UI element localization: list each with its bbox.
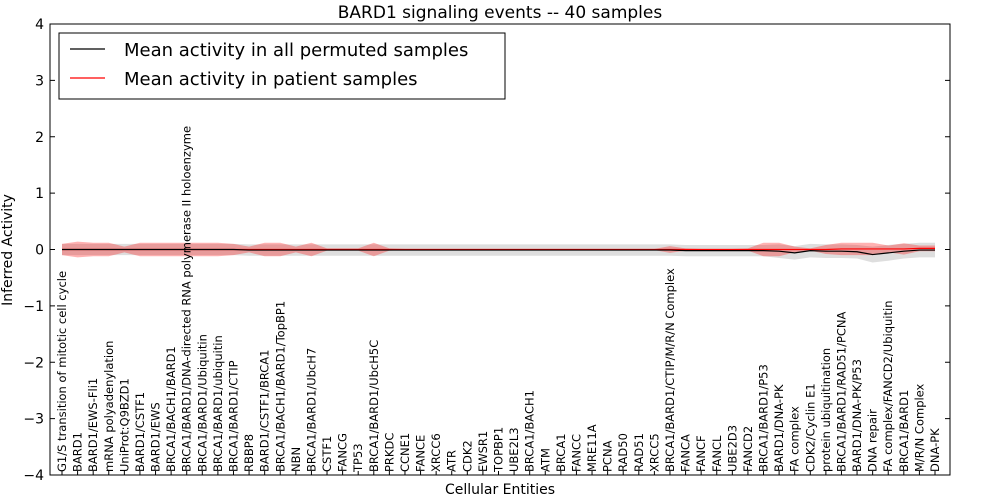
y-axis-title: Inferred Activity [0,194,16,306]
category-label: BRCA1/BARD1/CTIP/M/R/N Complex [663,268,677,472]
category-label: BRCA1 [554,433,568,472]
category-label: BRCA1/BARD1/Ubiquitin [195,334,209,472]
legend: Mean activity in all permuted samples Me… [58,32,506,100]
category-label: BRCA1/BACH1 [523,390,537,472]
y-tick-label: 1 [35,186,44,202]
category-label: UBE2D3 [725,425,739,472]
category-label: G1/S transition of mitotic cell cycle [55,271,69,472]
category-label: EWSR1 [476,431,490,472]
category-label: BRCA1/BARD1/UbcH7 [304,348,318,472]
category-label: protein ubiquitination [819,348,833,472]
category-label: FANCA [679,434,693,472]
category-label: FANCL [710,435,724,472]
category-label: BRCA1/BARD1 [897,390,911,472]
legend-label-patient: Mean activity in patient samples [124,69,418,90]
category-label: BRCA1/BACH1/BARD1/TopBP1 [273,301,287,472]
category-label: BRCA1/BARD1/CTIP [226,360,240,472]
category-label: BRCA1/BARD1/DNA-directed RNA polymerase … [180,126,194,472]
y-tick-label: 4 [35,17,44,33]
category-label: PCNA [601,440,615,472]
category-label: UBE2L3 [507,427,521,472]
category-label: XRCC5 [647,433,661,472]
legend-box [58,32,506,100]
category-label: BARD1/EWS-Fli1 [86,378,100,472]
y-tick-label: −3 [23,412,44,428]
category-label: M/R/N Complex [912,383,926,472]
category-labels: G1/S transition of mitotic cell cycle BAR… [55,126,942,475]
series-line-permuted [62,248,935,256]
category-label: BRCA1/BARD1/ubiquitin [211,335,225,472]
category-label: RAD51 [632,433,646,472]
y-tick-label: −4 [23,468,44,484]
category-label: BRCA1/BACH1/BARD1 [164,346,178,472]
y-tick-label: 2 [35,130,44,146]
legend-label-permuted: Mean activity in all permuted samples [124,40,468,61]
category-label: BARD1/DNA-PK [772,384,786,472]
category-label: BARD1/DNA-PK/P53 [850,359,864,472]
band-permuted [62,242,935,263]
category-label: FANCE [414,435,428,472]
category-label: CDK2/Cyclin E1 [803,383,817,472]
category-label: FANCD2 [741,426,755,472]
category-label: mRNA polyadenylation [102,341,116,472]
category-label: XRCC6 [429,433,443,472]
category-label: UniProt:Q9BZD1 [117,378,131,472]
category-label: RAD50 [616,433,630,472]
category-label: TOPBP1 [492,427,506,473]
category-label: ATR [445,450,459,472]
category-label: BRCA1/BARD1/P53 [757,364,771,472]
category-label: PRKDC [382,433,396,472]
category-label: ATM [538,448,552,472]
category-label: FA complex/FANCD2/Ubiquitin [881,301,895,472]
category-label: CDK2 [460,440,474,472]
y-axis-ticks: −4 −3 −2 −1 0 1 2 3 4 [23,17,950,484]
y-tick-label: −1 [23,299,44,315]
category-label: BARD1/EWS [149,402,163,472]
category-label: FANCC [569,434,583,472]
category-label: DNA repair [866,409,880,472]
lines-layer [62,247,935,256]
category-label: BARD1 [71,432,85,472]
plot-frame [49,23,951,476]
category-label: CSTF1 [320,436,334,472]
category-label: FANCF [694,435,708,472]
category-label: RBBP8 [242,434,256,472]
category-label: TP53 [351,443,365,473]
category-label: NBN [289,447,303,472]
category-label: DNA-PK [928,428,942,472]
y-tick-label: −2 [23,355,44,371]
category-label: CCNE1 [398,433,412,472]
chart-title: BARD1 signaling events -- 40 samples [338,3,663,23]
category-label: BRCA1/BARD1/UbcH5C [367,340,381,472]
category-label: FA complex [788,406,802,472]
y-tick-label: 3 [35,73,44,89]
category-label: BRCA1/BARD1/RAD51/PCNA [834,311,848,472]
category-label: MRE11A [585,424,599,472]
y-tick-label: 0 [35,243,44,259]
category-label: FANCG [336,433,350,472]
category-label: BARD1/CSTF1 [133,392,147,472]
x-axis-title: Cellular Entities [445,482,555,498]
category-label: BARD1/CSTF1/BRCA1 [258,350,272,472]
